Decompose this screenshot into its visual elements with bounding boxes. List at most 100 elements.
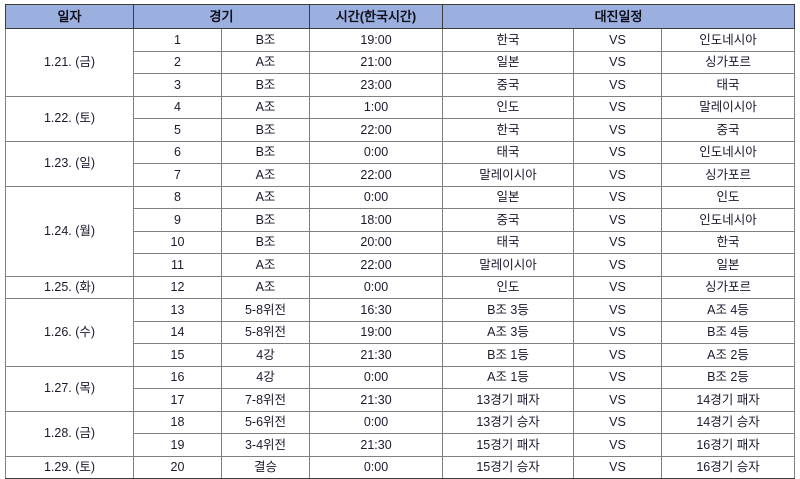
cell-match-number: 5 [133,118,222,142]
cell-vs: VS [573,455,663,479]
cell-match-number: 19 [133,433,222,457]
schedule-table-container: 일자 경기 시간(한국시간) 대진일정 1.21. (금) 1 B조 19:00 한국 V… [5,4,796,479]
cell-group: A조 [220,253,311,277]
cell-group: 3-4위전 [220,433,311,457]
cell-team-b: 태국 [661,73,796,97]
table-row: 1.23. (일) 6 B조 0:00 태국 VS 인도네시아 [5,140,796,187]
cell-team-b: 일본 [661,253,796,277]
cell-vs: VS [573,208,663,232]
table-row: 1.28. (금) 18 5-6위전 0:00 13경기 승자 VS 14경기 승자 [5,410,796,457]
cell-match-number: 8 [133,185,222,209]
cell-date: 1.26. (수) [5,298,134,367]
cell-team-b: 16경기 승자 [661,455,796,479]
cell-group: 4강 [220,365,311,389]
cell-vs: VS [573,118,663,142]
cell-match-number: 11 [133,253,222,277]
cell-team-a: 13경기 패자 [442,388,575,412]
table-row: 15 4강 21:30 B조 1등 VS A조 2등 [6,343,796,367]
cell-match-number: 10 [133,230,222,254]
cell-match-number: 7 [133,163,222,187]
cell-group: 4강 [220,343,311,367]
table-header: 일자 경기 시간(한국시간) 대진일정 [5,4,796,29]
cell-team-b: A조 2등 [661,343,796,367]
cell-group: A조 [220,275,311,299]
table-row: 1.25. (화) 12 A조 0:00 인도 VS 싱가포르 [5,275,796,299]
cell-vs: VS [573,73,663,97]
cell-match-number: 3 [133,73,222,97]
cell-group: B조 [220,118,311,142]
cell-vs: VS [573,140,663,164]
cell-time: 21:00 [309,50,444,74]
cell-time: 19:00 [309,320,444,344]
cell-group: A조 [220,50,311,74]
table-row: 7 A조 22:00 말레이시아 VS 싱가포르 [6,163,796,187]
table-row: 10 B조 20:00 태국 VS 한국 [6,230,796,254]
cell-match-number: 20 [133,455,222,479]
cell-team-b: 16경기 패자 [661,433,796,457]
cell-group: 5-8위전 [220,320,311,344]
cell-time: 1:00 [309,95,444,119]
cell-time: 20:00 [309,230,444,254]
cell-time: 22:00 [309,253,444,277]
column-header-match: 경기 [132,4,311,29]
cell-vs: VS [573,365,663,389]
cell-match-number: 14 [133,320,222,344]
cell-vs: VS [573,253,663,277]
cell-team-a: A조 3등 [442,320,575,344]
cell-vs: VS [573,185,663,209]
cell-team-a: A조 1등 [442,365,575,389]
cell-group: B조 [220,73,311,97]
cell-team-b: A조 4등 [661,298,796,322]
cell-team-a: 13경기 승자 [442,410,575,434]
table-row: 1.21. (금) 1 B조 19:00 한국 VS 인도네시아 [5,28,796,97]
table-row: 5 B조 22:00 한국 VS 중국 [6,118,796,142]
cell-team-a: 일본 [442,185,575,209]
table-row: 3 B조 23:00 중국 VS 태국 [6,73,796,97]
tournament-schedule-table: 일자 경기 시간(한국시간) 대진일정 1.21. (금) 1 B조 19:00 한국 V… [5,4,796,479]
cell-team-b: 14경기 패자 [661,388,796,412]
cell-time: 19:00 [309,28,444,52]
cell-team-a: 일본 [442,50,575,74]
cell-group: 5-8위전 [220,298,311,322]
cell-vs: VS [573,275,663,299]
cell-vs: VS [573,388,663,412]
cell-time: 18:00 [309,208,444,232]
cell-team-b: 인도네시아 [661,28,796,52]
cell-match-number: 13 [133,298,222,322]
cell-team-a: 15경기 승자 [442,455,575,479]
table-row: 1.24. (월) 8 A조 0:00 일본 VS 인도 [5,185,796,277]
cell-team-b: 인도네시아 [661,140,796,164]
cell-date: 1.25. (화) [5,275,134,299]
cell-match-number: 6 [133,140,222,164]
table-row: 1.22. (토) 4 A조 1:00 인도 VS 말레이시아 [5,95,796,142]
cell-time: 0:00 [309,410,444,434]
cell-team-a: 한국 [442,28,575,52]
cell-match-number: 9 [133,208,222,232]
cell-match-number: 16 [133,365,222,389]
cell-group: B조 [220,140,311,164]
cell-team-a: 말레이시아 [442,253,575,277]
cell-time: 0:00 [309,185,444,209]
cell-group: A조 [220,163,311,187]
cell-team-b: 싱가포르 [661,275,796,299]
cell-team-b: 말레이시아 [661,95,796,119]
cell-time: 21:30 [309,343,444,367]
cell-time: 22:00 [309,163,444,187]
cell-match-number: 12 [133,275,222,299]
cell-group: 5-6위전 [220,410,311,434]
cell-vs: VS [573,28,663,52]
cell-team-a: 태국 [442,140,575,164]
cell-team-a: 태국 [442,230,575,254]
table-row: 9 B조 18:00 중국 VS 인도네시아 [6,208,796,232]
cell-time: 0:00 [309,365,444,389]
cell-team-a: B조 3등 [442,298,575,322]
cell-group: B조 [220,230,311,254]
cell-match-number: 4 [133,95,222,119]
cell-time: 22:00 [309,118,444,142]
cell-date: 1.28. (금) [5,410,134,457]
cell-team-b: 인도네시아 [661,208,796,232]
table-row: 11 A조 22:00 말레이시아 VS 일본 [6,253,796,277]
cell-team-a: 15경기 패자 [442,433,575,457]
cell-vs: VS [573,298,663,322]
cell-team-b: 한국 [661,230,796,254]
